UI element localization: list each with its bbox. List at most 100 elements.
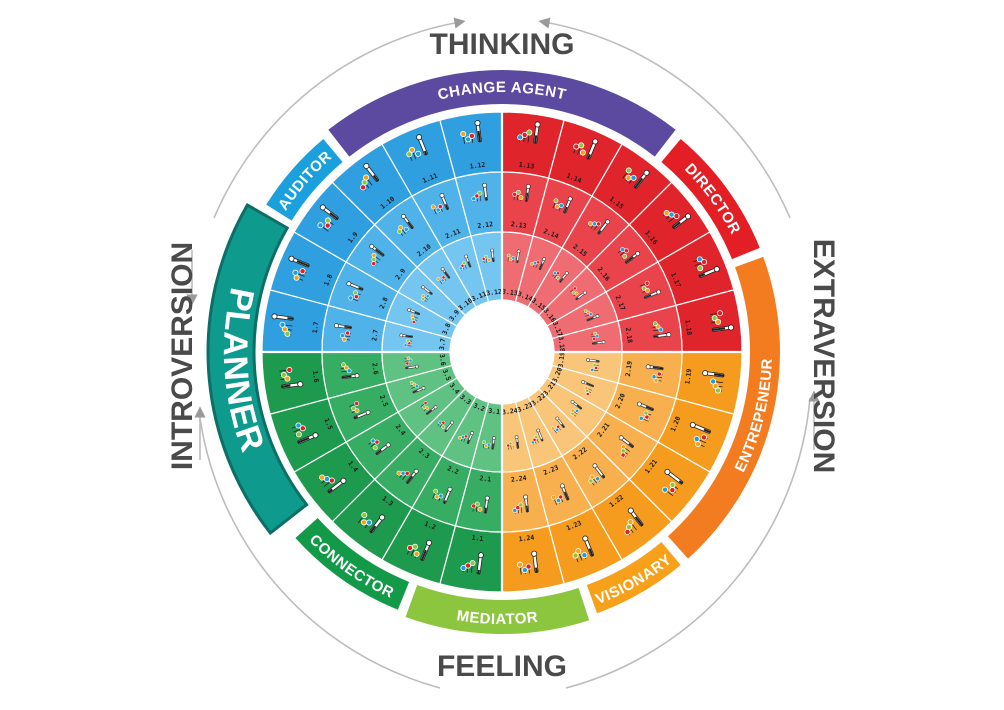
cell-label: 1.18 [683, 319, 693, 336]
bulb-icon [518, 502, 524, 513]
bulb-icon [652, 321, 658, 327]
cell-icons [552, 271, 569, 283]
cell-icons [570, 286, 587, 301]
cell-icons [512, 494, 530, 514]
cell-icons [482, 436, 496, 450]
thermometer-icon [375, 442, 391, 455]
bulb-icon [552, 198, 559, 209]
bulb-icon [715, 387, 723, 394]
bulb-icon [640, 285, 647, 291]
thermometer-icon [439, 193, 449, 210]
thermometer-icon [586, 138, 599, 160]
bulb-icon [700, 434, 708, 441]
bulb-icon [593, 221, 602, 231]
cell-label: 1.8 [322, 273, 334, 287]
bulb-icon [669, 481, 679, 490]
thermometer-icon [516, 249, 521, 263]
thermometer-icon [636, 401, 654, 411]
bulb-icon [441, 425, 445, 430]
cell-icons [689, 421, 711, 448]
band-mediator [405, 585, 590, 635]
cell-icons [291, 422, 319, 444]
bulb-icon [372, 445, 378, 451]
cell-label: 2.13 [510, 220, 527, 230]
bulb-icon [370, 439, 380, 448]
bulb-icon [587, 221, 593, 227]
cell-label: 2.24 [510, 474, 527, 484]
bulb-icon [460, 565, 467, 573]
bulb-icon [363, 174, 373, 186]
cell-label: 3.7 [438, 338, 447, 351]
thermometer-icon [536, 428, 544, 442]
bulb-icon [628, 174, 637, 184]
bulb-icon [299, 268, 307, 275]
cell-icons [622, 167, 650, 189]
cell-icons [458, 431, 474, 444]
cell-icons [512, 184, 531, 202]
thermometer-icon [401, 213, 414, 229]
cell-icons [346, 281, 364, 302]
axis-label-bottom: FEELING [437, 650, 567, 683]
cell-icons [573, 138, 599, 160]
thermometer-icon [369, 514, 386, 534]
cell-icons [471, 495, 490, 514]
bulb-icon [404, 358, 413, 363]
band-auditor [266, 139, 343, 221]
bulb-icon [339, 333, 351, 339]
bulb-icon [586, 392, 591, 396]
thermometer-icon [581, 380, 594, 388]
bulb-icon [584, 386, 593, 391]
bulb-icon [530, 262, 534, 267]
cell-label: 1.2 [423, 520, 437, 532]
thermometer-icon [627, 507, 644, 527]
band-visionary [586, 541, 681, 614]
bulb-icon [440, 278, 445, 283]
bulb-icon [318, 474, 326, 481]
bulb-icon [511, 444, 516, 450]
bulb-icon [317, 222, 329, 232]
bulb-icon [468, 132, 475, 143]
cell-label: 1.7 [311, 321, 320, 334]
cell-icons [396, 468, 419, 484]
bulb-icon [421, 297, 427, 302]
bulb-icon [644, 414, 651, 420]
cell-icons [288, 255, 310, 281]
thermometer-icon [399, 333, 413, 338]
bulb-icon [406, 544, 414, 555]
bulb-icon [341, 336, 350, 342]
bulb-icon [619, 248, 629, 256]
bulb-icon [521, 131, 528, 142]
band-entrepeneur [667, 256, 781, 559]
bulb-icon [556, 425, 561, 431]
thermometer-icon [319, 204, 339, 221]
thermometer-icon [533, 121, 541, 144]
thermometer-icon [591, 340, 606, 345]
bulb-icon [521, 567, 528, 575]
bulb-icon [406, 151, 413, 161]
thermometer-icon [363, 162, 379, 182]
thermometer-icon [474, 120, 482, 143]
bulb-icon [622, 167, 632, 179]
bulb-icon [651, 374, 663, 380]
bulb-icon [515, 505, 521, 514]
thermometer-icon [597, 219, 610, 235]
bulb-icon [371, 252, 381, 261]
thermometer-icon [698, 266, 720, 278]
bulb-icon [662, 486, 674, 497]
axis-label-right: EXTRAVERSION [807, 239, 840, 473]
cell-icons [460, 552, 484, 575]
bulb-icon [571, 290, 576, 295]
cell-icons [590, 331, 606, 345]
thermometer-icon [559, 483, 570, 501]
thermometer-icon [559, 271, 569, 283]
cell-icons [702, 370, 725, 394]
bulb-icon [398, 225, 406, 235]
thermometer-icon [369, 244, 385, 257]
bulb-icon [439, 420, 446, 428]
bulb-icon [280, 375, 291, 382]
bulb-icon [477, 190, 483, 202]
bulb-icon [434, 494, 440, 501]
bulb-icon [579, 149, 586, 157]
bulb-icon [474, 193, 480, 202]
cell-icons [662, 468, 684, 497]
